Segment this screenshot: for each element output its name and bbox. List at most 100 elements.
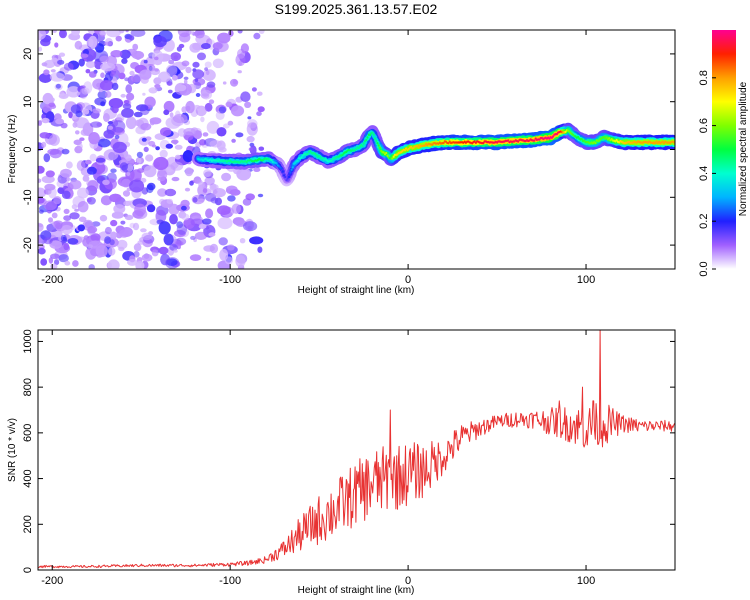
y-tick-label: 200 (22, 515, 34, 533)
noise-cell (103, 113, 110, 122)
noise-cell (189, 254, 202, 261)
noise-cell (170, 52, 181, 62)
noise-cell (121, 178, 131, 188)
noise-cell (41, 141, 47, 148)
noise-cell (133, 251, 140, 258)
colorbar-tick-label: 0.4 (698, 166, 710, 181)
ridge-cell (284, 175, 287, 179)
noise-cell (218, 106, 226, 114)
noise-cell (74, 208, 79, 212)
noise-cell (85, 159, 92, 165)
noise-cell (134, 203, 147, 217)
ridge-cell (442, 141, 445, 145)
noise-cell (69, 179, 82, 190)
noise-cell (50, 253, 60, 260)
noise-cell (173, 249, 178, 253)
noise-cell (90, 233, 101, 242)
noise-cell (160, 127, 172, 137)
noise-cell (141, 137, 147, 142)
noise-cell (247, 116, 252, 120)
colorbar: 0.0 0.2 0.4 0.6 0.8 Normalized spectral ampl… (698, 30, 749, 277)
ridge-cell (283, 174, 286, 177)
noise-cell (236, 167, 252, 181)
noise-cell (206, 120, 220, 134)
noise-cell (71, 204, 78, 210)
x-tick-label: 0 (405, 575, 411, 587)
noise-cell (127, 200, 132, 204)
noise-cell (66, 161, 73, 169)
noise-cell (99, 80, 114, 91)
noise-cell (194, 178, 200, 183)
snr-series-line (38, 330, 675, 569)
noise-cell (155, 146, 160, 151)
ridge-cell (672, 141, 675, 144)
snr-x-label: Height of straight line (km) (298, 585, 415, 596)
noise-cell (58, 254, 69, 263)
ridge-cell (403, 149, 406, 152)
noise-cell (100, 101, 106, 107)
noise-cell (195, 93, 201, 97)
noise-cell (174, 240, 184, 247)
noise-cell (110, 72, 116, 77)
noise-cell (43, 153, 51, 163)
noise-cell (179, 32, 191, 43)
colorbar-tick-label: 0.2 (698, 214, 710, 229)
noise-cell (205, 208, 214, 219)
noise-cell (38, 120, 43, 127)
snr-x-ticks: -200 -100 0 100 (41, 330, 595, 587)
noise-cell (158, 221, 171, 235)
noise-cell (203, 169, 212, 178)
noise-cell (218, 237, 228, 246)
noise-cell (107, 121, 114, 125)
noise-cell (38, 46, 43, 52)
noise-cell (38, 197, 45, 204)
ridge-cell (365, 138, 368, 142)
noise-cell (87, 180, 99, 192)
noise-cell (136, 151, 143, 158)
ridge-cell (361, 144, 364, 148)
noise-cell (43, 69, 50, 76)
noise-cell (38, 223, 43, 228)
noise-cell (151, 249, 159, 257)
noise-cell (77, 224, 86, 232)
noise-cell (88, 71, 97, 78)
noise-cell (258, 146, 265, 151)
noise-cell (181, 60, 190, 67)
noise-cell (159, 149, 168, 158)
noise-cell (38, 187, 47, 198)
noise-cell (110, 231, 117, 239)
noise-cell (100, 62, 116, 72)
ridge-cell (376, 142, 379, 145)
noise-cell (230, 78, 239, 87)
ridge-cell (605, 136, 608, 139)
noise-cell (184, 167, 194, 177)
noise-cell (110, 168, 117, 173)
noise-cell (140, 123, 152, 131)
noise-cell (43, 237, 53, 245)
noise-cell (78, 216, 87, 223)
ridge-cell (321, 156, 324, 160)
noise-cell (257, 193, 264, 198)
noise-cell (103, 41, 112, 46)
noise-cell (72, 260, 79, 267)
noise-cell (100, 72, 105, 78)
noise-cell (60, 224, 73, 235)
noise-cell (85, 60, 96, 69)
noise-cell (38, 237, 43, 244)
noise-cell (145, 154, 154, 162)
noise-cell (88, 35, 98, 49)
noise-cell (149, 58, 155, 63)
ridge-cell (296, 159, 299, 162)
noise-cell (74, 117, 89, 129)
noise-cell (240, 43, 249, 54)
noise-cell (59, 30, 67, 39)
noise-cell (119, 49, 131, 59)
noise-cell (51, 212, 58, 219)
ridge-cell (286, 177, 289, 180)
noise-cell (248, 147, 253, 151)
noise-cell (126, 171, 131, 177)
noise-cell (197, 52, 206, 61)
noise-cell (246, 122, 258, 136)
noise-cell (192, 69, 205, 79)
